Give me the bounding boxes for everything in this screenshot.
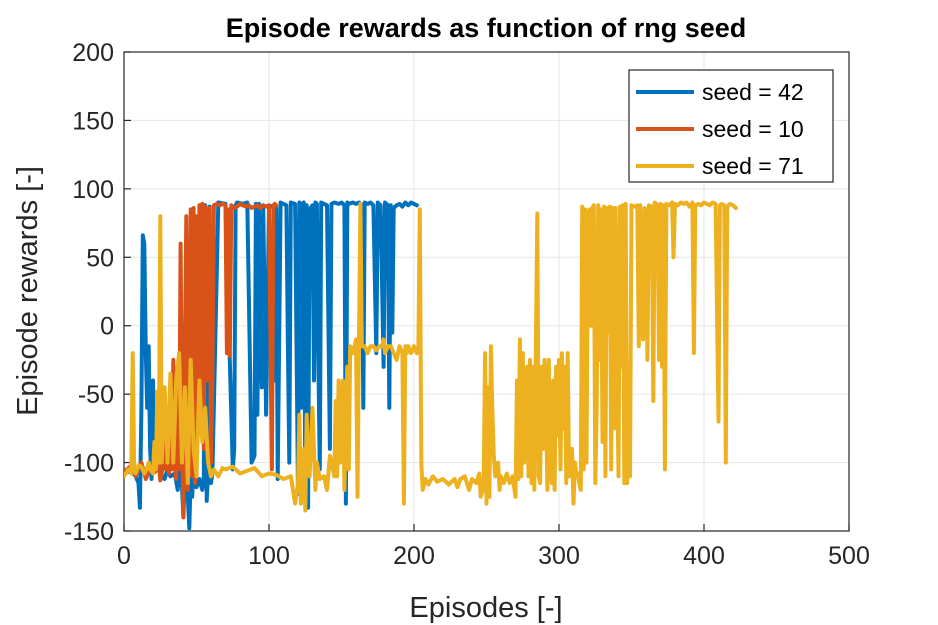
tick-labels: 0 100 200 300 400 500 -150 -100 -50 0 50 100 150 200 <box>64 39 870 570</box>
y-tick-label: 0 <box>100 313 114 341</box>
plot-area <box>123 51 850 532</box>
x-tick-label: 200 <box>393 542 435 570</box>
series-line-seed-42 <box>124 200 419 531</box>
legend-label-seed-42: seed = 42 <box>702 79 804 105</box>
x-tick-label: 0 <box>117 542 131 570</box>
legend-box <box>628 69 834 183</box>
legend-label-seed-10: seed = 10 <box>702 116 804 142</box>
y-tick-label: -100 <box>64 450 114 478</box>
legend: seed = 42 seed = 10 seed = 71 <box>628 69 834 183</box>
y-axis-label: Episode rewards [-] <box>12 166 44 416</box>
series-line-seed-10 <box>124 201 279 520</box>
x-tick-label: 500 <box>828 542 870 570</box>
axes-box <box>123 51 850 532</box>
x-tick-label: 400 <box>683 542 725 570</box>
legend-label-seed-71: seed = 71 <box>702 153 804 179</box>
series-lines <box>124 200 738 531</box>
series-line-seed-71 <box>124 200 738 513</box>
chart-title: Episode rewards as function of rng seed <box>226 13 747 43</box>
x-axis-label: Episodes [-] <box>409 592 562 624</box>
y-tick-label: 100 <box>72 176 114 204</box>
x-tick-label: 300 <box>538 542 580 570</box>
y-tick-label: -150 <box>64 518 114 546</box>
y-tick-label: -50 <box>78 381 114 409</box>
y-tick-label: 200 <box>72 39 114 67</box>
y-tick-label: 50 <box>86 244 114 272</box>
y-tick-label: 150 <box>72 107 114 135</box>
x-tick-label: 100 <box>248 542 290 570</box>
